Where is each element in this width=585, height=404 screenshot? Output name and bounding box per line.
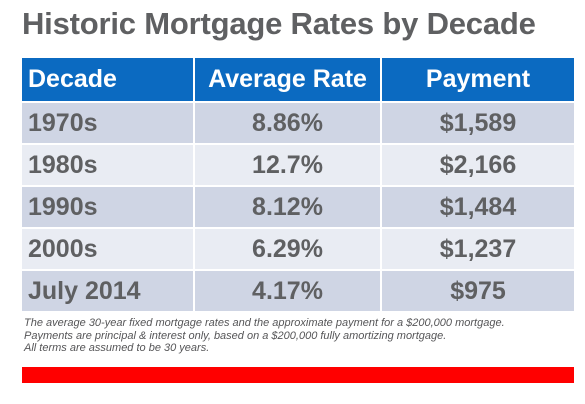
payment-cell: $2,166 (382, 143, 574, 185)
page-title: Historic Mortgage Rates by Decade (22, 6, 536, 41)
payment-cell: $1,589 (382, 101, 574, 143)
payment-cell: $975 (382, 269, 574, 311)
mortgage-rates-table: Decade Average Rate Payment 1970s 8.86% … (22, 58, 574, 311)
decade-cell: 1970s (22, 101, 195, 143)
payment-cell: $1,237 (382, 227, 574, 269)
decade-cell: July 2014 (22, 269, 195, 311)
average-rate-cell: 8.86% (195, 101, 382, 143)
table-header-row: Decade Average Rate Payment (22, 58, 574, 101)
average-rate-cell: 6.29% (195, 227, 382, 269)
accent-bar (22, 367, 574, 383)
table-row: 2000s 6.29% $1,237 (22, 227, 574, 269)
average-rate-cell: 8.12% (195, 185, 382, 227)
average-rate-cell: 4.17% (195, 269, 382, 311)
table-row: 1990s 8.12% $1,484 (22, 185, 574, 227)
table-row: July 2014 4.17% $975 (22, 269, 574, 311)
column-header-payment: Payment (382, 58, 574, 101)
decade-cell: 1980s (22, 143, 195, 185)
decade-cell: 1990s (22, 185, 195, 227)
footnote: The average 30-year fixed mortgage rates… (24, 317, 569, 355)
decade-cell: 2000s (22, 227, 195, 269)
payment-cell: $1,484 (382, 185, 574, 227)
table-row: 1970s 8.86% $1,589 (22, 101, 574, 143)
average-rate-cell: 12.7% (195, 143, 382, 185)
column-header-average-rate: Average Rate (195, 58, 382, 101)
table-row: 1980s 12.7% $2,166 (22, 143, 574, 185)
footnote-line: The average 30-year fixed mortgage rates… (24, 317, 505, 329)
column-header-decade: Decade (22, 58, 195, 101)
footnote-line: Payments are principal & interest only, … (24, 329, 447, 342)
footnote-line: All terms are assumed to be 30 years. (24, 342, 210, 354)
